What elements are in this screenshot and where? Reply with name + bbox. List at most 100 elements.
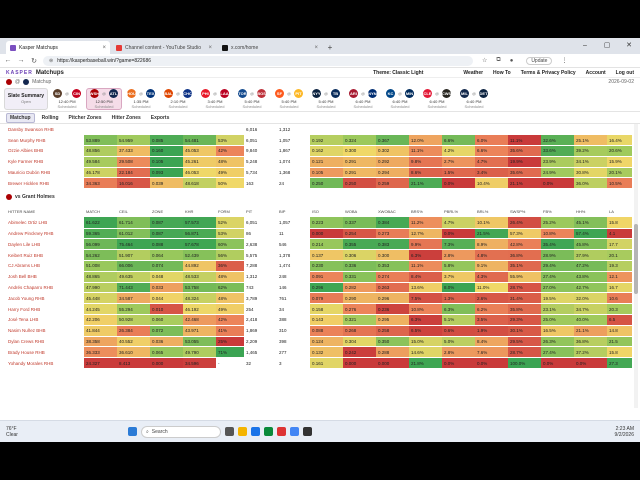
hitter-name-link[interactable]: Harry Ford RHB bbox=[6, 303, 84, 315]
column-header[interactable]: PBRL% bbox=[444, 208, 459, 214]
start-icon[interactable] bbox=[127, 427, 137, 436]
table-row[interactable]: Nasim Nuñez BHB 41.844 26.384 0.072 43.971 41… bbox=[6, 325, 632, 337]
table-row[interactable]: Brewer Hicklen RHB 34.363 16.016 0.039 48.61… bbox=[6, 177, 632, 190]
table-row[interactable]: Andrew Pinckney RHB 59.365 61.012 0.087 56.8… bbox=[6, 228, 632, 240]
nav-how-to[interactable]: How To bbox=[493, 69, 511, 76]
tab-pitcher-zones[interactable]: Pitcher Zones bbox=[68, 114, 102, 121]
close-window-icon[interactable]: ✕ bbox=[626, 42, 632, 49]
table-row[interactable]: Abimelec Ortiz LHB 61.622 61.714 0.087 57.57… bbox=[6, 217, 632, 229]
hitter-name-link[interactable]: Yohandy Morales RHB bbox=[6, 357, 84, 369]
table-row[interactable]: Dylan Crews RHB 38.358 40.552 0.036 53.055 25… bbox=[6, 336, 632, 348]
extensions-icon[interactable]: ⧉ bbox=[496, 57, 501, 63]
tab-matchup[interactable]: Matchup bbox=[6, 112, 35, 123]
nav-account[interactable]: Account bbox=[585, 69, 606, 76]
column-header[interactable]: XWOBAC bbox=[378, 208, 396, 214]
nav-weather[interactable]: Weather bbox=[463, 69, 484, 76]
scrollbar[interactable] bbox=[634, 124, 638, 408]
hitter-name-link[interactable]: Brady House RHB bbox=[6, 346, 84, 359]
tab-rolling[interactable]: Rolling bbox=[41, 114, 59, 121]
hitter-name-link[interactable]: Ozzie Albies BHB bbox=[6, 145, 84, 157]
game-card[interactable]: PHI @ LAA 3:40 PM Scheduled bbox=[197, 88, 233, 110]
file-explorer-icon[interactable] bbox=[237, 427, 247, 436]
hitter-name-link[interactable]: Abimelec Ortiz LHB bbox=[6, 217, 84, 229]
slate-summary-button[interactable]: Slate Summary Open bbox=[4, 87, 48, 110]
close-icon[interactable]: × bbox=[314, 44, 318, 51]
column-header[interactable]: LA bbox=[609, 208, 614, 214]
hitter-name-link[interactable]: Daylen Lile LHB bbox=[6, 238, 84, 251]
game-card[interactable]: ARI @ NYM 6:40 PM Scheduled bbox=[345, 88, 381, 110]
forward-icon[interactable]: → bbox=[17, 57, 25, 64]
table-row[interactable]: Daylen Lile LHB 56.099 75.464 0.088 57.678 60… bbox=[6, 238, 632, 251]
hitter-name-link[interactable]: Sean Murphy RHB bbox=[6, 134, 84, 147]
column-header[interactable]: BRS% bbox=[411, 208, 423, 214]
tab-hitter-zones[interactable]: Hitter Zones bbox=[111, 114, 141, 121]
game-card[interactable]: KC @ MIN 6:40 PM Scheduled bbox=[382, 88, 418, 110]
column-header[interactable]: CEIL bbox=[119, 208, 128, 214]
scrollbar-thumb[interactable] bbox=[634, 224, 638, 294]
profile-icon[interactable]: ● bbox=[509, 57, 514, 64]
table-row[interactable]: Ozzie Albies BHB 48.856 37.433 0.160 45.053 4… bbox=[6, 145, 632, 157]
system-clock[interactable]: 2:23 AM 9/2/2026 bbox=[615, 426, 634, 438]
table-row[interactable]: Keibert Ruiz BHB 54.262 51.907 0.064 52.439 5… bbox=[6, 249, 632, 261]
game-card[interactable]: WSH @ ATL 12:50 PM Scheduled bbox=[86, 87, 122, 110]
maximize-icon[interactable]: ▢ bbox=[603, 42, 611, 49]
table-row[interactable]: Mauricio Dubón RHB 46.178 22.184 0.093 46.05… bbox=[6, 167, 632, 179]
close-icon[interactable]: × bbox=[208, 44, 212, 51]
column-header[interactable]: FORM bbox=[218, 208, 230, 214]
new-tab-icon[interactable]: + bbox=[327, 43, 333, 52]
table-row[interactable]: Yohandy Morales RHB 24.327 8.413 0.000 34.59… bbox=[6, 357, 632, 369]
table-row[interactable]: Jacob Young RHB 45.448 34.587 0.044 48.324 48… bbox=[6, 292, 632, 305]
hitter-name-link[interactable]: José Tena LHB bbox=[6, 314, 84, 326]
brand-logo[interactable]: KASPER bbox=[6, 69, 33, 76]
tab-x-home[interactable]: x.com/home × bbox=[218, 41, 322, 54]
column-header[interactable]: FB% bbox=[543, 208, 552, 214]
game-card[interactable]: TOR @ BOS 5:40 PM Scheduled bbox=[234, 88, 270, 110]
game-card[interactable]: SF @ PIT 5:40 PM Scheduled bbox=[271, 88, 307, 110]
store-icon[interactable] bbox=[263, 427, 273, 436]
taskbar-search[interactable]: ⌕ Search bbox=[140, 425, 221, 438]
table-row[interactable]: Josh Bell BHB 48.865 49.635 0.048 48.533 48% 1… bbox=[6, 271, 632, 283]
table-row[interactable]: Harry Ford RHB 44.245 55.294 0.010 46.192 49%… bbox=[6, 303, 632, 315]
column-header[interactable]: HH% bbox=[576, 208, 586, 214]
hitter-name-link[interactable]: Andrés Chaparro RHB bbox=[6, 282, 84, 294]
column-header[interactable]: SWSP% bbox=[510, 208, 526, 214]
tab-youtube-studio[interactable]: Channel content - YouTube Studio × bbox=[112, 41, 216, 54]
reload-icon[interactable]: ↻ bbox=[31, 57, 37, 65]
star-icon[interactable]: ☆ bbox=[482, 58, 488, 64]
hitter-name-link[interactable]: Dansby Swanson RHB bbox=[6, 124, 84, 136]
column-header[interactable]: ZONE bbox=[152, 208, 164, 214]
game-card[interactable]: CLE @ CWS 6:40 PM Scheduled bbox=[419, 88, 455, 110]
table-row[interactable]: Brady House RHB 36.333 36.610 0.065 49.790 71… bbox=[6, 346, 632, 359]
back-icon[interactable]: ← bbox=[4, 57, 12, 64]
table-row[interactable]: Dansby Swanson RHB 6,016 1,312 bbox=[6, 124, 632, 136]
column-header[interactable]: BRL% bbox=[477, 208, 489, 214]
column-header[interactable]: PIT bbox=[246, 208, 253, 214]
hitter-name-link[interactable]: CJ Abrams LHB bbox=[6, 260, 84, 272]
app-icon[interactable] bbox=[276, 427, 286, 436]
table-row[interactable]: CJ Abrams LHB 51.008 66.006 0.074 44.892 36% 7… bbox=[6, 260, 632, 272]
tab-exports[interactable]: Exports bbox=[150, 114, 170, 121]
table-row[interactable]: Sean Murphy RHB 53.889 54.959 0.085 54.481 53… bbox=[6, 134, 632, 147]
tab-kasper-matchups[interactable]: Kasper Matchups × bbox=[6, 41, 110, 54]
column-header[interactable]: MATCH bbox=[86, 208, 100, 214]
hitter-name-link[interactable]: Andrew Pinckney RHB bbox=[6, 228, 84, 240]
task-view-icon[interactable] bbox=[224, 427, 234, 436]
table-row[interactable]: Kyle Farmer RHB 49.584 29.508 0.105 45.261 48… bbox=[6, 156, 632, 168]
hitter-name-link[interactable]: Brewer Hicklen RHB bbox=[6, 177, 84, 190]
column-header[interactable]: BIP bbox=[279, 208, 286, 214]
hitter-name-link[interactable]: Josh Bell BHB bbox=[6, 271, 84, 283]
column-header[interactable]: WOBA bbox=[345, 208, 358, 214]
column-header[interactable]: KHR bbox=[185, 208, 194, 214]
theme-toggle[interactable]: Theme: Classic Light bbox=[373, 69, 424, 76]
hitter-name-link[interactable]: Mauricio Dubón RHB bbox=[6, 167, 84, 179]
game-card[interactable]: BAL @ CHC 2:10 PM Scheduled bbox=[160, 88, 196, 110]
column-header[interactable]: HITTER NAME bbox=[8, 208, 36, 214]
edge-icon[interactable] bbox=[250, 427, 260, 436]
game-card[interactable]: NYY @ TB 5:40 PM Scheduled bbox=[308, 88, 344, 110]
terminal-icon[interactable] bbox=[302, 427, 312, 436]
site-info-icon[interactable]: ⊜ bbox=[49, 57, 54, 64]
nav-terms[interactable]: Terms & Privacy Policy bbox=[520, 69, 576, 76]
table-row[interactable]: Andrés Chaparro RHB 47.990 71.443 0.033 53.7… bbox=[6, 282, 632, 294]
minimize-icon[interactable]: – bbox=[583, 41, 587, 49]
column-header[interactable]: ISO bbox=[312, 208, 319, 214]
